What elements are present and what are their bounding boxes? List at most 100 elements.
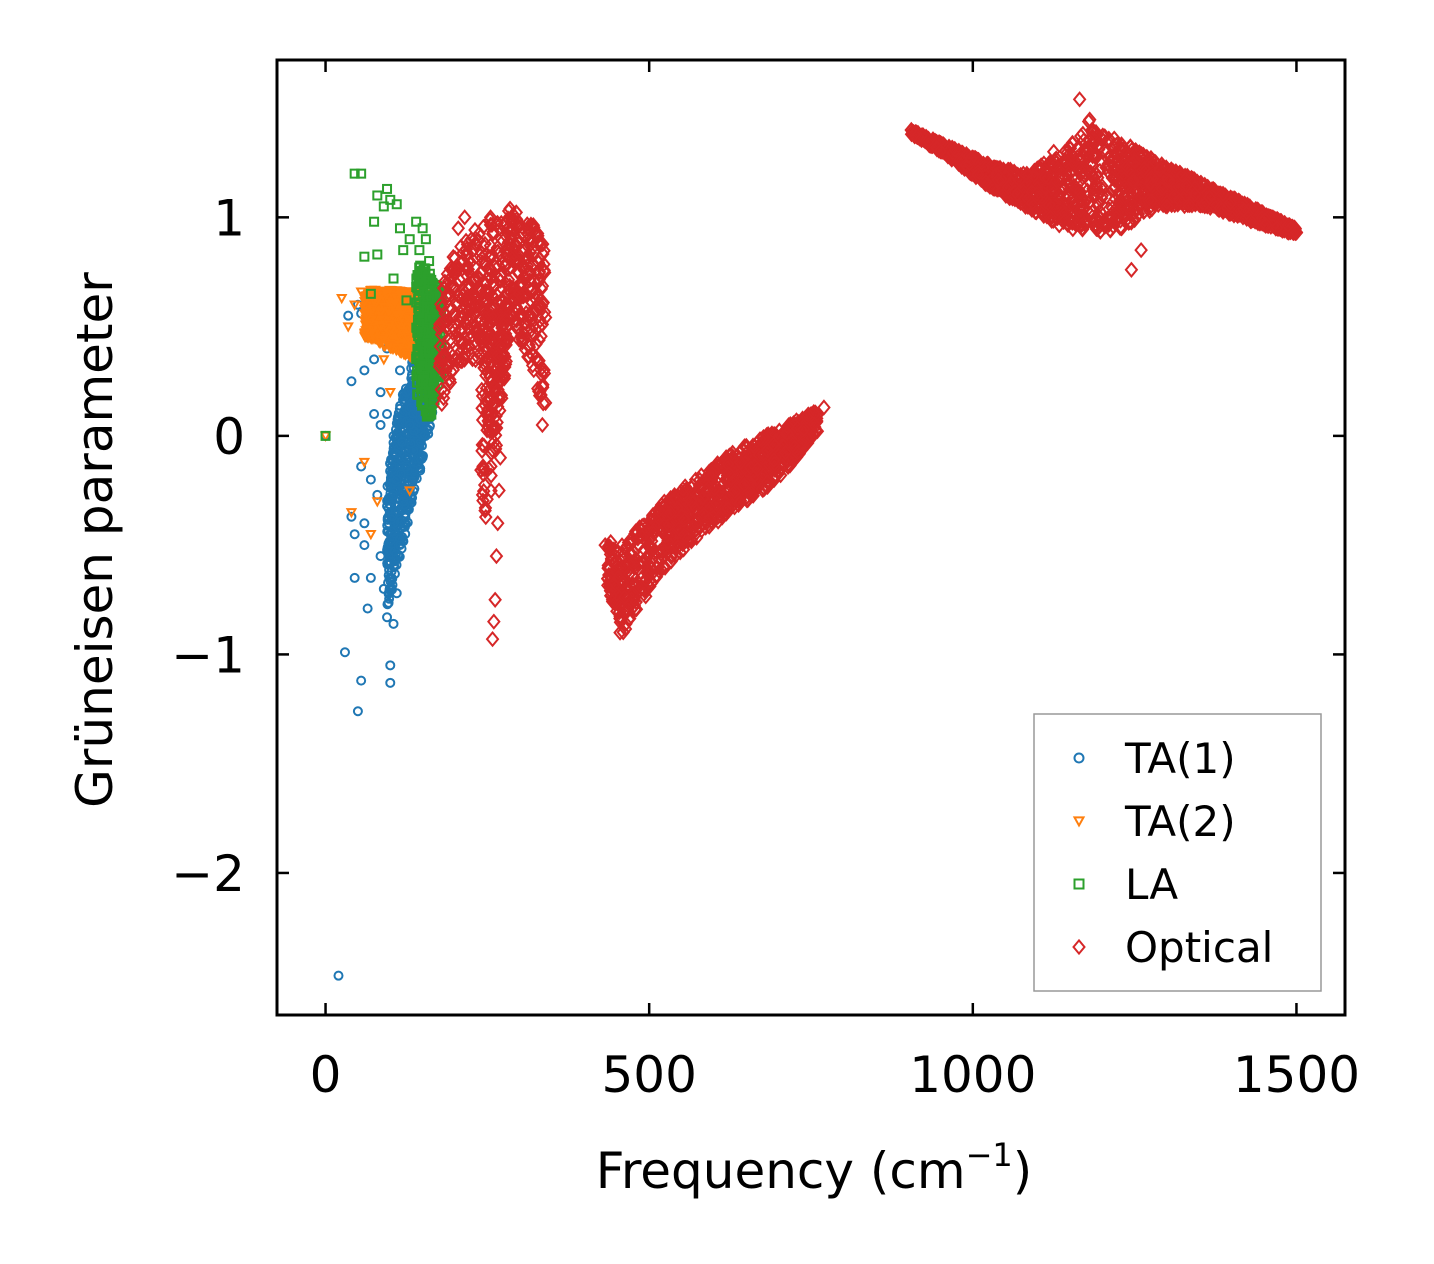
data-point xyxy=(386,461,397,472)
data-point xyxy=(400,289,413,300)
data-point xyxy=(486,223,501,241)
data-point xyxy=(378,201,389,212)
data-point xyxy=(394,311,406,322)
data-point xyxy=(352,706,363,717)
data-point xyxy=(510,320,525,338)
data-point xyxy=(417,450,428,461)
data-point xyxy=(516,220,530,237)
data-point xyxy=(530,234,545,251)
data-point xyxy=(369,409,380,420)
data-point xyxy=(390,448,401,459)
data-point xyxy=(478,397,493,414)
data-point xyxy=(492,402,507,419)
data-point xyxy=(537,256,551,273)
data-point xyxy=(401,462,412,473)
data-point xyxy=(427,304,438,315)
data-point xyxy=(413,318,424,329)
data-point xyxy=(434,296,448,313)
data-point xyxy=(456,244,470,262)
data-point xyxy=(355,287,367,298)
data-point xyxy=(416,396,427,407)
data-point xyxy=(401,295,412,306)
data-point xyxy=(401,316,414,327)
data-point xyxy=(333,970,344,981)
data-point xyxy=(491,347,505,364)
data-point xyxy=(382,183,393,194)
data-point xyxy=(382,481,393,492)
data-point xyxy=(417,374,428,385)
data-point xyxy=(512,307,527,325)
data-point xyxy=(434,395,449,413)
data-point xyxy=(381,289,393,300)
data-point xyxy=(435,315,449,332)
data-point xyxy=(502,223,516,240)
data-point xyxy=(499,333,513,350)
data-point xyxy=(402,333,414,344)
data-point xyxy=(517,308,531,325)
data-point xyxy=(346,376,357,387)
data-point xyxy=(411,216,422,227)
data-point xyxy=(359,251,370,262)
data-point xyxy=(483,406,498,423)
data-point xyxy=(391,474,402,485)
data-point xyxy=(486,418,501,435)
data-point xyxy=(533,312,547,329)
data-point xyxy=(460,309,474,327)
data-point xyxy=(384,564,395,575)
data-point xyxy=(422,336,433,347)
data-point xyxy=(349,168,360,179)
data-point xyxy=(345,508,358,519)
data-point xyxy=(361,311,374,322)
data-point xyxy=(488,334,503,351)
data-point xyxy=(415,463,426,474)
data-point xyxy=(343,310,354,321)
data-point xyxy=(382,599,393,610)
data-point xyxy=(439,367,454,384)
data-point xyxy=(336,294,348,305)
data-point xyxy=(520,219,535,236)
data-point xyxy=(356,675,367,686)
data-point xyxy=(446,319,461,336)
data-point xyxy=(423,345,434,356)
data-point xyxy=(424,314,435,325)
data-point xyxy=(502,277,517,294)
data-point xyxy=(375,387,386,398)
data-point xyxy=(382,409,393,420)
data-point xyxy=(532,319,546,336)
data-point xyxy=(391,293,403,305)
data-point xyxy=(342,322,354,333)
data-point xyxy=(390,549,401,560)
data-point xyxy=(395,340,407,352)
data-point xyxy=(359,540,370,551)
data-point xyxy=(443,260,458,277)
data-point xyxy=(536,376,550,393)
data-point xyxy=(497,367,512,384)
data-point xyxy=(398,474,409,485)
data-point xyxy=(473,312,488,330)
data-point xyxy=(348,300,361,311)
data-point xyxy=(369,216,380,227)
data-point xyxy=(418,398,429,409)
data-point xyxy=(383,570,394,581)
data-point xyxy=(462,337,476,355)
data-point xyxy=(389,517,400,528)
data-point xyxy=(460,267,475,285)
data-point xyxy=(475,436,490,454)
data-point xyxy=(386,336,399,347)
data-point xyxy=(372,249,383,260)
data-point xyxy=(358,297,371,308)
data-point xyxy=(339,647,350,658)
data-point xyxy=(534,280,549,298)
data-point xyxy=(486,278,500,295)
data-point xyxy=(385,660,396,671)
data-point xyxy=(422,285,433,296)
data-point xyxy=(442,344,457,361)
data-point xyxy=(374,336,387,347)
data-point xyxy=(501,210,515,227)
data-point xyxy=(395,517,406,528)
data-point xyxy=(485,441,500,459)
data-point xyxy=(396,437,407,448)
data-point xyxy=(419,368,430,379)
data-point xyxy=(412,349,423,360)
